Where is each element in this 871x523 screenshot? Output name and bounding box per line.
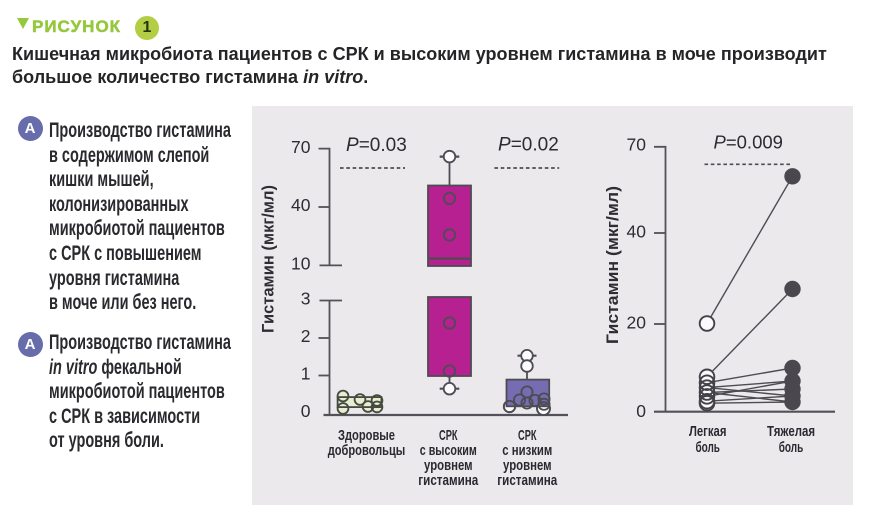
svg-text:P=0.03: P=0.03 — [346, 135, 407, 156]
svg-text:Здоровые: Здоровые — [338, 427, 395, 444]
svg-text:20: 20 — [627, 313, 647, 333]
svg-text:0: 0 — [301, 401, 311, 421]
svg-text:Гистамин (мкг/мл): Гистамин (мкг/мл) — [603, 186, 622, 344]
svg-text:1: 1 — [301, 364, 311, 384]
svg-text:P=0.009: P=0.009 — [714, 132, 783, 153]
svg-text:СРК: СРК — [439, 427, 458, 444]
svg-text:уровнем: уровнем — [503, 457, 552, 474]
svg-text:гистамина: гистамина — [497, 472, 557, 489]
svg-text:P=0.02: P=0.02 — [498, 135, 559, 156]
svg-text:добровольцы: добровольцы — [328, 442, 406, 459]
svg-text:с высоким: с высоким — [420, 442, 477, 459]
svg-text:40: 40 — [291, 195, 311, 215]
svg-text:Легкая: Легкая — [689, 423, 727, 440]
svg-text:40: 40 — [627, 222, 647, 242]
svg-text:Тяжелая: Тяжелая — [767, 423, 815, 440]
svg-text:70: 70 — [291, 137, 311, 157]
svg-text:3: 3 — [301, 289, 311, 309]
svg-text:СРК: СРК — [518, 427, 537, 444]
svg-text:70: 70 — [627, 135, 647, 155]
svg-text:боль: боль — [695, 439, 720, 456]
svg-text:гистамина: гистамина — [418, 472, 478, 489]
svg-text:уровнем: уровнем — [424, 457, 473, 474]
svg-text:с низким: с низким — [502, 442, 552, 459]
svg-text:боль: боль — [779, 439, 804, 456]
svg-text:Гистамин (мкг/мл): Гистамин (мкг/мл) — [259, 185, 278, 333]
svg-text:0: 0 — [636, 401, 646, 421]
svg-text:10: 10 — [291, 254, 311, 274]
svg-text:2: 2 — [301, 326, 311, 346]
